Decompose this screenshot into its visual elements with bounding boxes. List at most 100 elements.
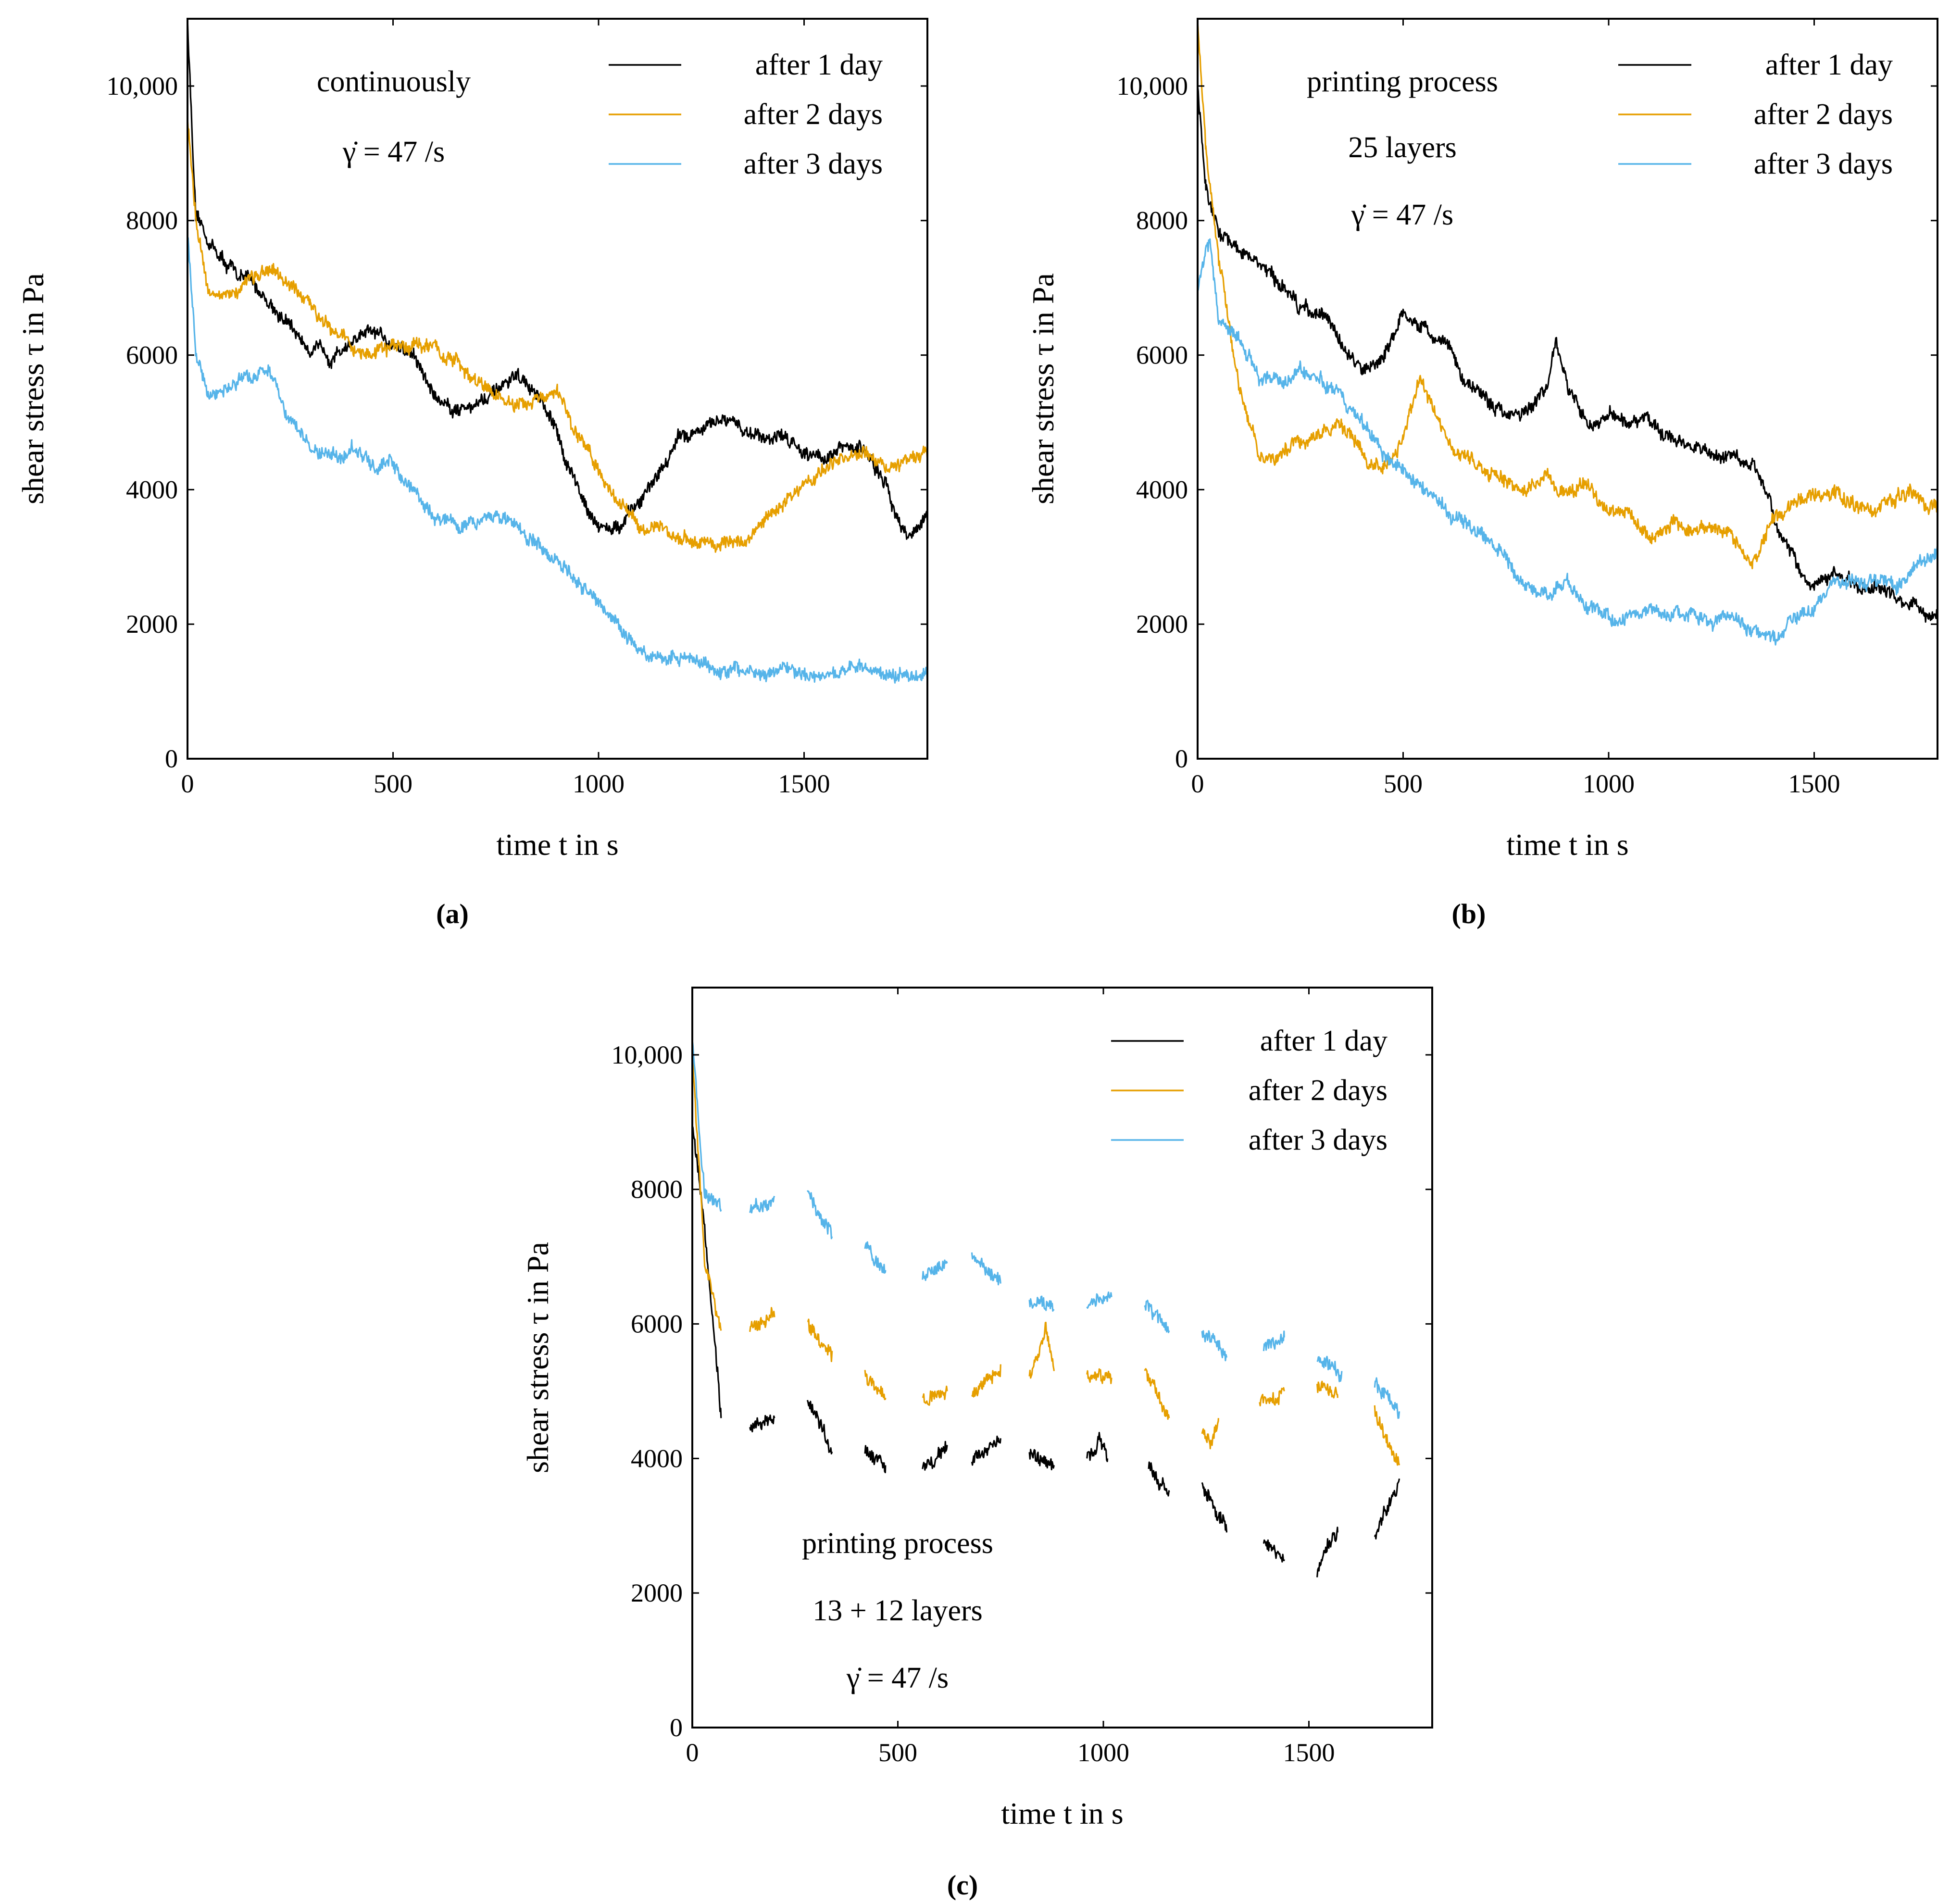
legend-label: after 2 days [744, 98, 883, 131]
subfigure-caption: (c) [947, 1869, 978, 1901]
y-tick-label: 6000 [631, 1310, 683, 1339]
series-line-after-1-day-segment-6 [1028, 1449, 1055, 1470]
annotation: 25 layers [1348, 131, 1457, 164]
series-line-after-3-days-segment-4 [922, 1259, 948, 1281]
series-line-after-1-day-segment-1 [749, 1414, 775, 1433]
y-axis-label: shear stress τ in Pa [16, 273, 50, 504]
y-tick-label: 0 [1175, 744, 1188, 773]
series-line-after-1-day-segment-12 [1374, 1478, 1400, 1540]
panel-a: 0 500 1000 1500 0 2000 4000 6000 8000 10,000 time … [16, 18, 928, 929]
x-tick-label: 0 [181, 769, 194, 798]
annotation: continuously [317, 65, 471, 98]
annotation: 13 + 12 layers [812, 1594, 983, 1627]
y-tick-label: 4000 [1136, 475, 1188, 504]
series-line-after-3-days-segment-10 [1262, 1330, 1285, 1352]
annotation: γ̇ = 47 /s [1351, 199, 1453, 231]
series-line-after-3-days-segment-0 [692, 1040, 722, 1212]
y-axis-label: shear stress τ in Pa [521, 1242, 555, 1473]
annotation: printing process [802, 1527, 993, 1560]
annotation: printing process [1307, 65, 1498, 98]
y-tick-label: 10,000 [612, 1040, 683, 1069]
series-line-after-1-day-segment-10 [1262, 1539, 1285, 1563]
annotation: γ̇ = 47 /s [342, 136, 445, 168]
y-tick-label: 10,000 [1117, 72, 1188, 100]
series-line-after-3-days-segment-5 [971, 1252, 1001, 1286]
series-line-after-1-day-segment-2 [806, 1400, 833, 1454]
y-tick-label: 8000 [631, 1175, 683, 1204]
series-line-after-2-days-segment-4 [922, 1385, 948, 1406]
series-line-after-2-days-segment-12 [1374, 1405, 1400, 1466]
series-line-after-2-days-segment-8 [1144, 1368, 1170, 1420]
series-line-after-2-days-segment-0 [692, 1053, 722, 1331]
series-line-after-2-days-segment-11 [1316, 1380, 1338, 1399]
series-line-after-2-days-segment-5 [971, 1364, 1001, 1398]
series-line-after-2-days-segment-6 [1028, 1321, 1055, 1379]
y-tick-label: 4000 [631, 1444, 683, 1473]
x-tick-label: 1000 [1077, 1738, 1129, 1767]
series-line-after-3-days-segment-7 [1086, 1291, 1112, 1309]
y-tick-label: 8000 [126, 206, 178, 235]
y-tick-label: 8000 [1136, 206, 1188, 235]
series-line-after-2-days-segment-9 [1201, 1418, 1219, 1450]
x-tick-label: 1000 [1583, 769, 1635, 798]
series-line-after-2-days-segment-0 [188, 118, 927, 553]
series-line-after-2-days-segment-1 [749, 1307, 775, 1332]
x-axis-label: time t in s [1506, 827, 1628, 862]
legend-label: after 3 days [1754, 148, 1893, 180]
y-tick-label: 6000 [1136, 341, 1188, 370]
series-line-after-2-days-segment-7 [1086, 1368, 1112, 1384]
legend-label: after 2 days [1249, 1074, 1388, 1107]
x-tick-label: 0 [686, 1738, 699, 1767]
legend-label: after 1 day [1260, 1025, 1388, 1057]
annotation: γ̇ = 47 /s [846, 1662, 949, 1694]
series-line-after-1-day-segment-4 [922, 1441, 948, 1471]
series-line-after-3-days-segment-8 [1144, 1300, 1170, 1333]
series-line-after-1-day-segment-8 [1148, 1461, 1170, 1497]
series-line-after-3-days-segment-3 [864, 1241, 887, 1274]
y-tick-label: 0 [165, 744, 178, 773]
y-tick-label: 2000 [1136, 610, 1188, 639]
series-line-after-1-day-segment-11 [1316, 1527, 1338, 1578]
y-axis-label: shear stress τ in Pa [1026, 273, 1060, 504]
x-tick-label: 1500 [1283, 1738, 1335, 1767]
y-tick-label: 10,000 [107, 72, 178, 100]
series-line-after-1-day-segment-0 [188, 19, 927, 540]
series-line-after-1-day-segment-3 [864, 1445, 887, 1474]
series-line-after-3-days-segment-12 [1374, 1377, 1400, 1419]
series-line-after-2-days-segment-0 [1198, 20, 1938, 570]
legend-label: after 2 days [1754, 98, 1893, 131]
series-line-after-2-days-segment-2 [807, 1318, 833, 1362]
series-line-after-1-day-segment-9 [1201, 1482, 1228, 1533]
series-line-after-3-days-segment-0 [1198, 238, 1938, 646]
series-line-after-3-days-segment-2 [806, 1190, 833, 1240]
legend: after 1 day after 2 days after 3 days [609, 49, 883, 180]
series-line-after-1-day-segment-5 [971, 1435, 1001, 1466]
series-line-after-3-days-segment-9 [1201, 1330, 1228, 1362]
legend: after 1 day after 2 days after 3 days [1111, 1025, 1388, 1156]
axes-frame [187, 18, 928, 760]
x-tick-label: 500 [878, 1738, 917, 1767]
series-line-after-3-days-segment-11 [1316, 1355, 1343, 1382]
y-tick-label: 4000 [126, 475, 178, 504]
series-line-after-3-days-segment-0 [188, 237, 927, 684]
x-tick-label: 0 [1191, 769, 1204, 798]
axes-frame [1197, 18, 1938, 760]
x-tick-label: 1000 [573, 769, 625, 798]
axes-frame [691, 987, 1433, 1729]
panel-b: 0 500 1000 1500 0 2000 4000 6000 8000 10,000 time … [1026, 18, 1938, 929]
series-line-after-2-days-segment-10 [1259, 1387, 1285, 1407]
series-line-after-3-days-segment-1 [749, 1195, 775, 1214]
y-tick-label: 0 [670, 1713, 683, 1742]
legend-label: after 1 day [755, 49, 883, 81]
subfigure-caption: (a) [436, 898, 469, 929]
series-line-after-1-day-segment-0 [692, 1125, 722, 1418]
y-tick-label: 2000 [126, 610, 178, 639]
x-tick-label: 500 [1384, 769, 1423, 798]
legend-label: after 1 day [1765, 49, 1893, 81]
x-tick-label: 1500 [1788, 769, 1840, 798]
y-tick-label: 2000 [631, 1578, 683, 1607]
subfigure-caption: (b) [1452, 898, 1486, 929]
series-line-after-1-day-segment-7 [1086, 1432, 1109, 1462]
x-tick-label: 500 [374, 769, 412, 798]
